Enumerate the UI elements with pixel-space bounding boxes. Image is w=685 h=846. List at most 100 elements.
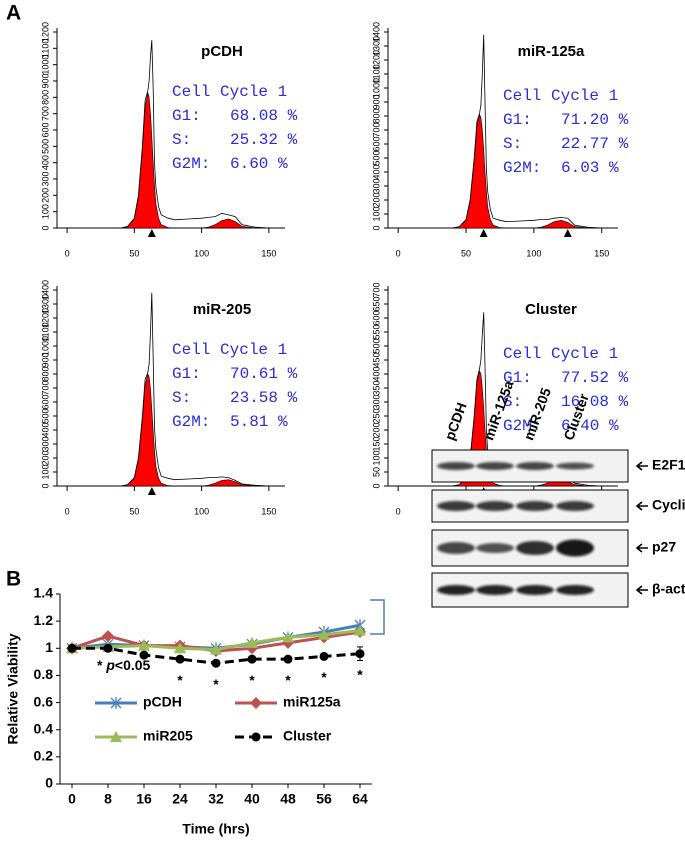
x-tick-label: 50 xyxy=(129,506,139,516)
blot-band xyxy=(437,501,475,511)
protein-label: E2F1 xyxy=(652,457,685,473)
y-tick-label: 0.6 xyxy=(34,693,54,709)
y-tick-label: 700 xyxy=(40,106,50,121)
x-tick-label: 150 xyxy=(261,248,276,258)
data-point xyxy=(102,630,114,643)
peak-marker xyxy=(479,229,488,237)
annotation-part: <0.05 xyxy=(115,657,151,673)
stats-label: G2M: xyxy=(503,159,541,177)
protein-label: Cyclin D1 xyxy=(652,497,685,513)
stats-value: 6.60 % xyxy=(230,155,288,173)
y-tick-label: 300 xyxy=(40,436,50,451)
x-tick-label: 50 xyxy=(461,248,471,258)
histogram-title: miR-205 xyxy=(193,301,251,318)
stats-value: 77.52 % xyxy=(561,369,629,387)
y-tick-label: 1000 xyxy=(371,78,381,98)
protein-label: p27 xyxy=(652,539,676,555)
y-tick-label: 550 xyxy=(371,324,381,339)
legend-marker xyxy=(110,697,122,709)
data-point xyxy=(103,643,113,653)
stats-value: 16.08 % xyxy=(561,393,629,411)
x-tick-label: 16 xyxy=(136,791,152,807)
x-axis-title: Time (hrs) xyxy=(182,821,249,837)
y-tick-label: 400 xyxy=(371,366,381,381)
stats-label: S: xyxy=(172,389,191,407)
y-tick-label: 600 xyxy=(40,394,50,409)
x-tick-label: 32 xyxy=(208,791,224,807)
y-axis-title: Relative Viability xyxy=(5,633,21,744)
y-tick-label: 100 xyxy=(40,464,50,479)
y-tick-label: 1 xyxy=(45,639,53,655)
x-tick-label: 0 xyxy=(65,248,70,258)
stats-value: 68.08 % xyxy=(230,107,298,125)
lane-label: miR-205 xyxy=(520,385,554,442)
y-tick-label: 1300 xyxy=(371,36,381,56)
significance-mark: * xyxy=(285,672,291,688)
y-tick-label: 0.8 xyxy=(34,666,54,682)
x-tick-label: 50 xyxy=(129,248,139,258)
y-tick-label: 1000 xyxy=(40,55,50,75)
data-point xyxy=(282,631,294,643)
lane-label: pCDH xyxy=(441,400,469,442)
stats-label: G1: xyxy=(503,111,532,129)
peak-marker xyxy=(147,487,156,495)
y-tick-label: 1400 xyxy=(40,280,50,300)
x-tick-label: 150 xyxy=(261,506,276,516)
y-tick-label: 700 xyxy=(371,122,381,137)
significance-mark: * xyxy=(357,666,363,682)
y-tick-label: 700 xyxy=(40,380,50,395)
stats-value: 6.03 % xyxy=(561,159,619,177)
y-tick-label: 500 xyxy=(371,150,381,165)
y-tick-label: 900 xyxy=(371,94,381,109)
data-point xyxy=(67,643,77,653)
y-tick-label: 100 xyxy=(371,450,381,465)
data-point xyxy=(247,654,257,664)
y-tick-label: 1200 xyxy=(371,50,381,70)
blot-band xyxy=(516,501,554,511)
significance-mark: * xyxy=(177,672,183,688)
x-tick-label: 24 xyxy=(172,791,188,807)
blot-band xyxy=(476,462,514,470)
x-tick-label: 64 xyxy=(352,791,368,807)
y-tick-label: 0 xyxy=(40,483,50,488)
blot-band xyxy=(437,585,475,595)
stats-heading: Cell Cycle 1 xyxy=(172,83,287,101)
annotation-part: * xyxy=(97,657,106,673)
x-tick-label: 8 xyxy=(104,791,112,807)
stats-heading: Cell Cycle 1 xyxy=(503,345,618,363)
panel-label: A xyxy=(6,2,21,25)
legend-label: miR125a xyxy=(283,694,341,710)
histogram-outline xyxy=(452,34,602,229)
stats-heading: Cell Cycle 1 xyxy=(172,341,287,359)
y-tick-label: 0.2 xyxy=(34,748,54,764)
stats-value: 6.40 % xyxy=(561,417,619,435)
y-tick-label: 400 xyxy=(40,155,50,170)
stats-label: G1: xyxy=(172,107,201,125)
y-tick-label: 500 xyxy=(40,408,50,423)
y-tick-label: 1100 xyxy=(40,39,50,58)
stats-value: 71.20 % xyxy=(561,111,629,129)
arrow xyxy=(635,585,648,595)
y-tick-label: 200 xyxy=(40,450,50,465)
blot-band xyxy=(556,539,594,557)
blot-band xyxy=(476,501,514,511)
data-point xyxy=(318,628,330,640)
significance-mark: * xyxy=(213,676,219,692)
data-point xyxy=(355,649,365,659)
y-tick-label: 250 xyxy=(371,408,381,423)
arrow xyxy=(635,461,648,471)
stats-label: G2M: xyxy=(503,417,541,435)
y-tick-label: 0 xyxy=(371,483,381,488)
y-tick-label: 0 xyxy=(371,225,381,230)
legend-label: pCDH xyxy=(143,694,182,710)
y-tick-label: 400 xyxy=(371,164,381,179)
y-tick-label: 1000 xyxy=(40,336,50,356)
blot-band xyxy=(556,462,594,470)
data-point xyxy=(354,624,366,636)
y-tick-label: 1100 xyxy=(40,322,50,341)
y-tick-label: 650 xyxy=(371,296,381,311)
y-tick-label: 800 xyxy=(40,90,50,105)
blot-band xyxy=(476,543,514,553)
legend-label: Cluster xyxy=(283,728,332,744)
y-tick-label: 350 xyxy=(371,380,381,395)
